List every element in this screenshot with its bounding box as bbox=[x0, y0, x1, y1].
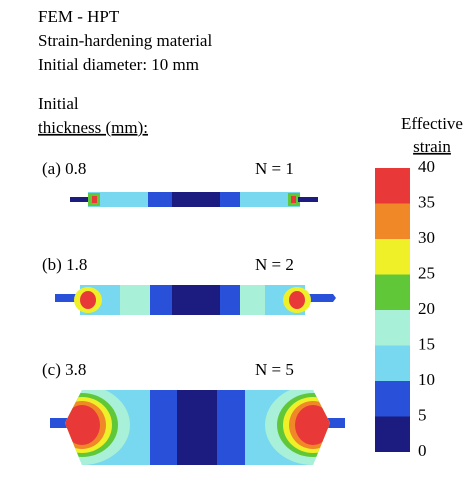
header-line: Strain-hardening material bbox=[38, 31, 212, 50]
colorbar-tick-label: 30 bbox=[418, 228, 435, 247]
thickness-label: Initial bbox=[38, 94, 79, 113]
colorbar-tick-label: 40 bbox=[418, 157, 435, 176]
colorbar-band bbox=[375, 416, 410, 452]
colorbar-title: Effective bbox=[401, 114, 463, 133]
sample-n: N = 1 bbox=[255, 159, 294, 178]
colorbar-tick-label: 5 bbox=[418, 405, 427, 424]
sample-b bbox=[55, 285, 336, 315]
colorbar-band bbox=[375, 345, 410, 381]
colorbar-tick-label: 0 bbox=[418, 441, 427, 460]
colorbar-band bbox=[375, 310, 410, 346]
header-line: FEM - HPT bbox=[38, 7, 120, 26]
sample-n: N = 5 bbox=[255, 360, 294, 379]
colorbar: 0 5 10 15 20 25 30 35 40 bbox=[375, 157, 435, 460]
sample-n: N = 2 bbox=[255, 255, 294, 274]
colorbar-band bbox=[375, 274, 410, 310]
header-line: Initial diameter: 10 mm bbox=[38, 55, 199, 74]
sample-label: (b) 1.8 bbox=[42, 255, 87, 274]
colorbar-tick-label: 15 bbox=[418, 334, 435, 353]
colorbar-band bbox=[375, 239, 410, 275]
colorbar-tick-label: 25 bbox=[418, 263, 435, 282]
sample-label: (a) 0.8 bbox=[42, 159, 86, 178]
sample-c bbox=[50, 390, 345, 465]
colorbar-tick-label: 35 bbox=[418, 192, 435, 211]
thickness-label: thickness (mm): bbox=[38, 118, 148, 137]
colorbar-band bbox=[375, 168, 410, 204]
sample-label: (c) 3.8 bbox=[42, 360, 86, 379]
colorbar-band bbox=[375, 203, 410, 239]
sample-a bbox=[70, 192, 318, 207]
colorbar-tick-label: 10 bbox=[418, 370, 435, 389]
colorbar-band bbox=[375, 381, 410, 417]
colorbar-tick-label: 20 bbox=[418, 299, 435, 318]
colorbar-title: strain bbox=[413, 137, 451, 156]
